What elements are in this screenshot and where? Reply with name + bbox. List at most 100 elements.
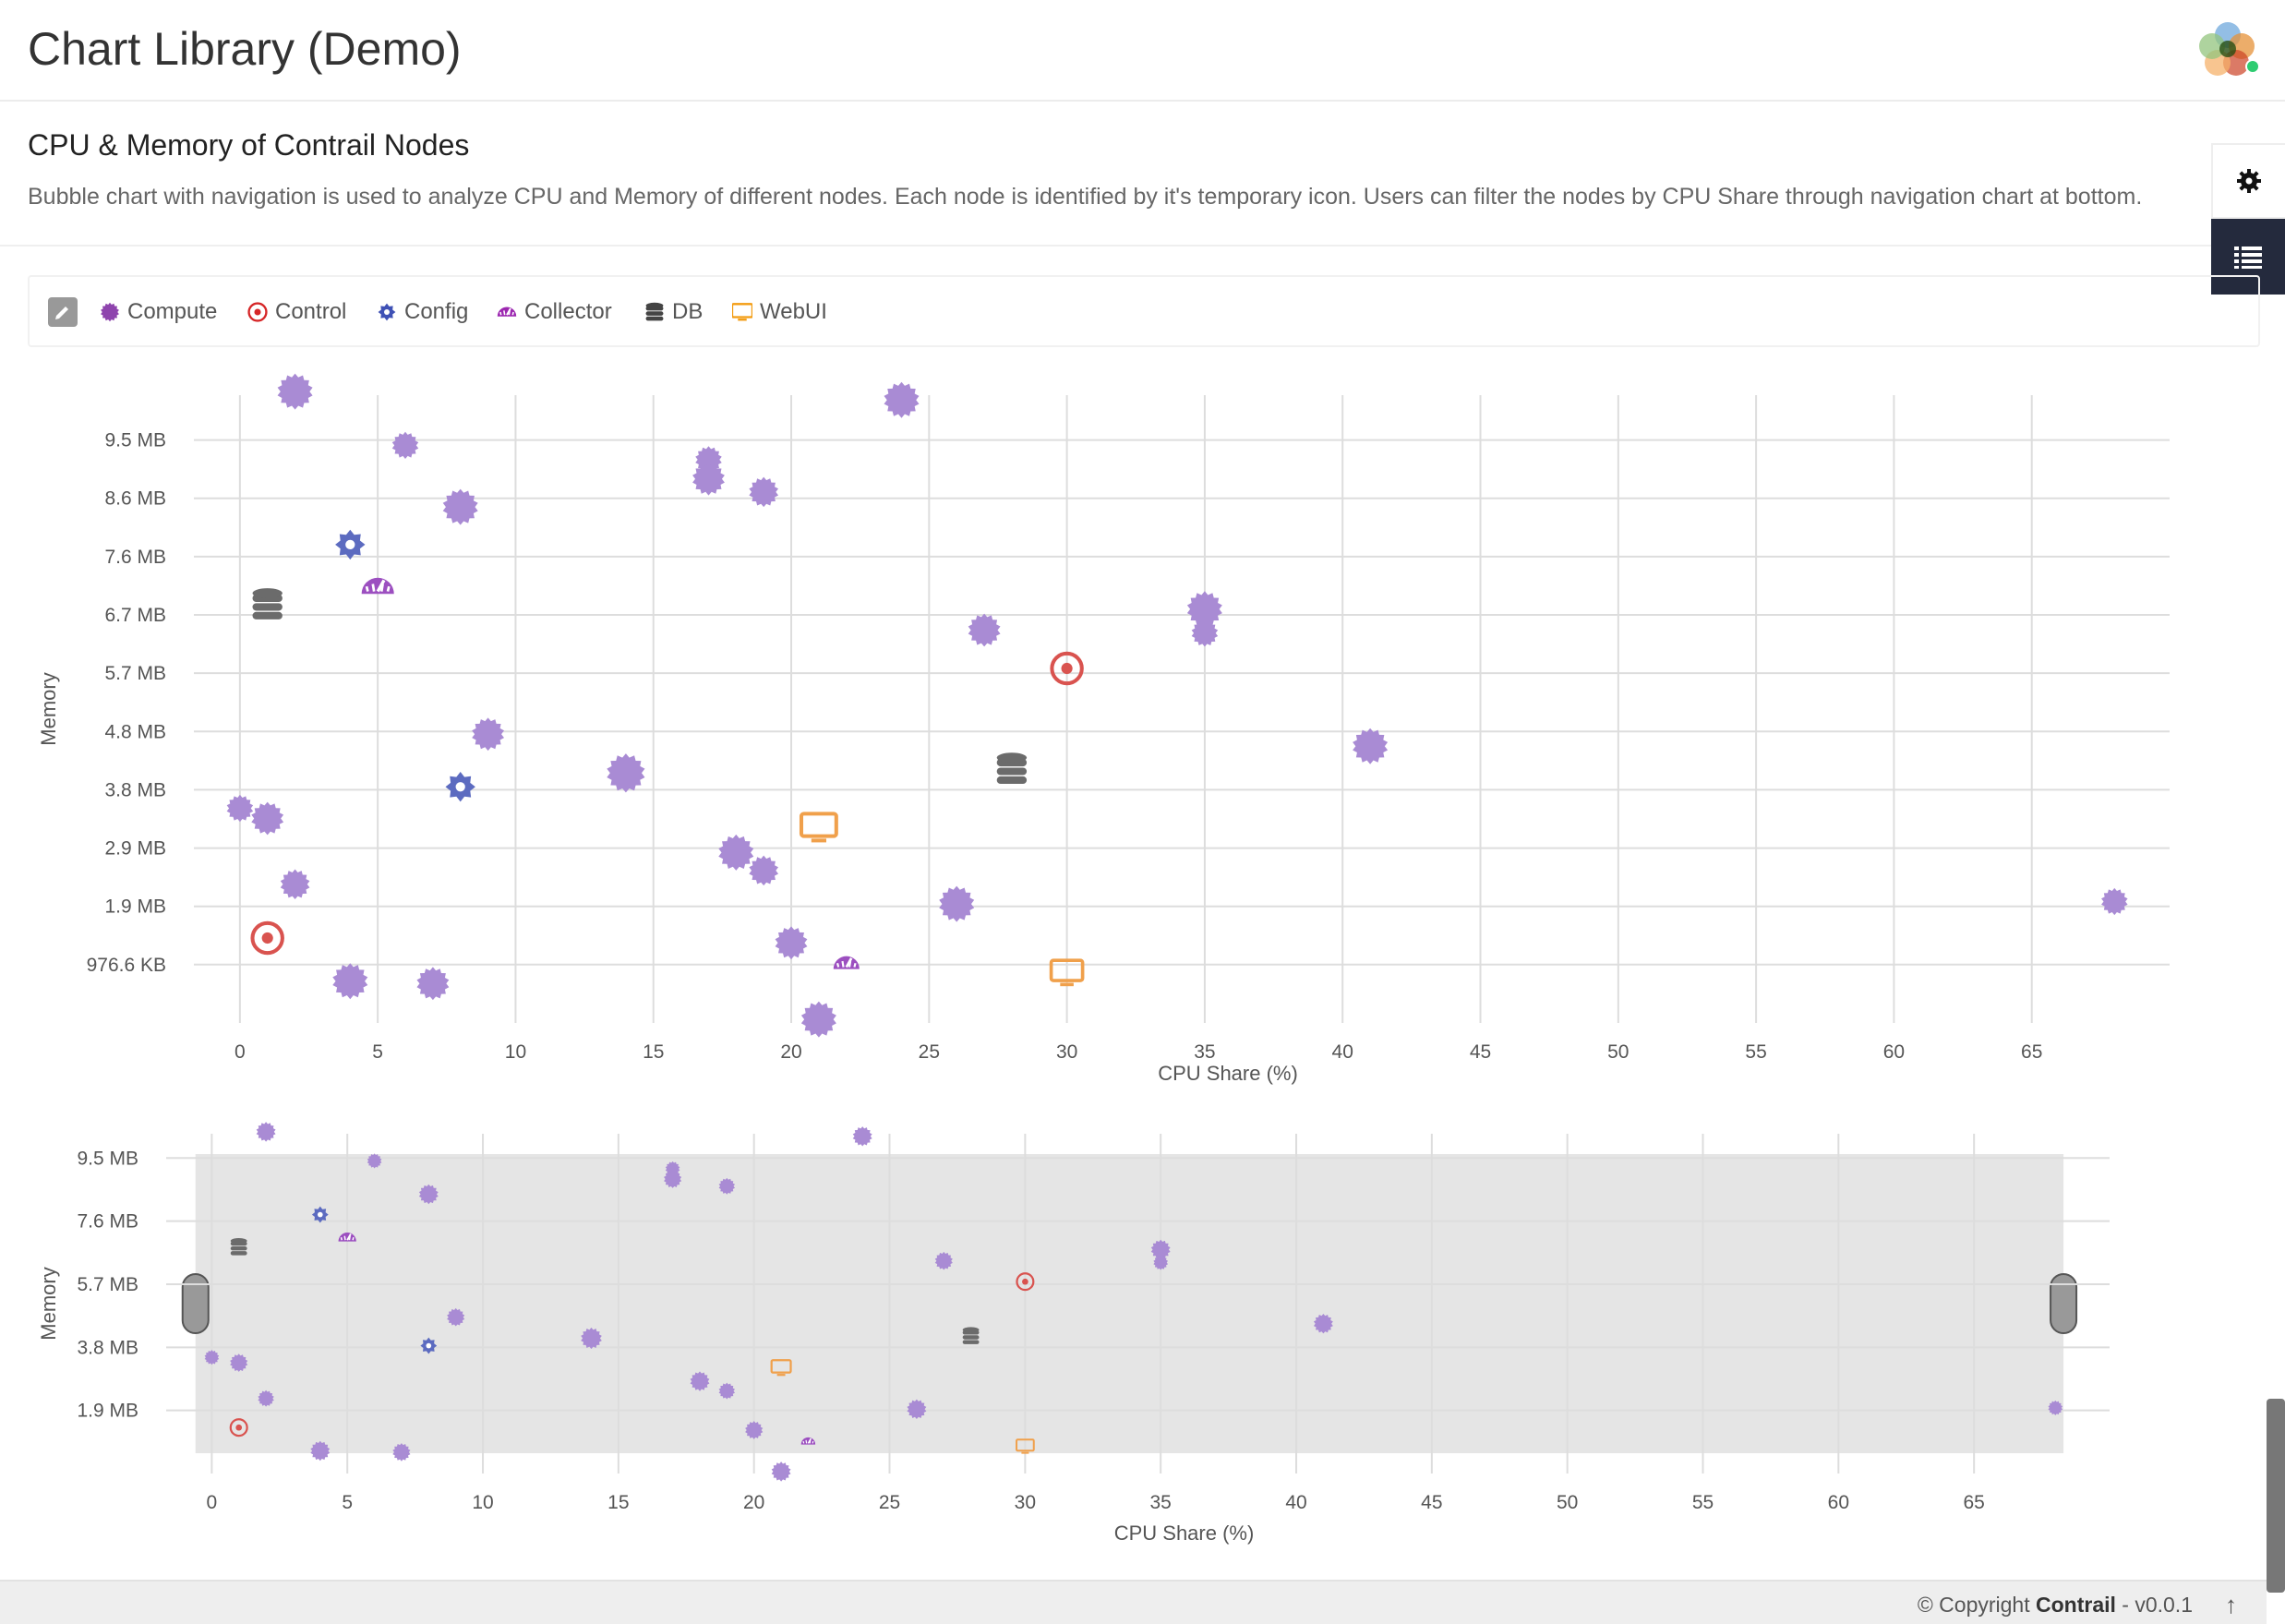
compute-node-point[interactable] — [472, 717, 505, 752]
compute-node-point[interactable] — [226, 794, 254, 823]
compute-node-point[interactable] — [1153, 1255, 1169, 1270]
compute-node-point[interactable] — [258, 1389, 274, 1407]
x-tick-label: 55 — [1692, 1492, 1714, 1513]
compute-node-point[interactable] — [718, 834, 754, 871]
legend-item-control[interactable]: Control — [247, 297, 346, 327]
y-tick-label: 5.7 MB — [77, 1274, 138, 1295]
legend-panel — [28, 275, 2260, 347]
config-node-point[interactable] — [445, 772, 475, 802]
database-icon — [645, 302, 664, 321]
compute-node-point[interactable] — [367, 1153, 382, 1169]
db-node-point[interactable] — [996, 752, 1028, 784]
x-axis-title: CPU Share (%) — [1158, 1062, 1298, 1085]
gear-icon — [2237, 169, 2261, 193]
list-tab[interactable] — [2211, 219, 2285, 295]
control-node-point[interactable] — [1050, 651, 1084, 686]
x-tick-label: 60 — [1828, 1492, 1849, 1513]
config-node-point[interactable] — [335, 529, 366, 560]
x-tick-label: 30 — [1015, 1492, 1036, 1513]
webui-node-point[interactable] — [1049, 958, 1085, 987]
config-node-point[interactable] — [311, 1206, 329, 1223]
compute-node-point[interactable] — [1313, 1313, 1333, 1334]
collector-node-point[interactable] — [338, 1232, 356, 1242]
legend-item-compute[interactable]: Compute — [100, 297, 217, 327]
contrail-logo-icon[interactable] — [2195, 17, 2260, 83]
compute-node-point[interactable] — [277, 373, 313, 410]
legend-item-webui[interactable]: WebUI — [732, 297, 827, 327]
legend-item-config[interactable]: Config — [377, 297, 468, 327]
db-node-point[interactable] — [252, 588, 283, 620]
compute-node-point[interactable] — [690, 1371, 710, 1391]
y-tick-label: 8.6 MB — [104, 488, 166, 510]
compute-node-point[interactable] — [749, 855, 779, 886]
y-tick-label: 5.7 MB — [104, 663, 166, 684]
config-node-point[interactable] — [420, 1337, 438, 1354]
compute-node-point[interactable] — [1150, 1239, 1171, 1260]
x-tick-label: 35 — [1150, 1492, 1172, 1513]
compute-node-point[interactable] — [251, 801, 284, 836]
collector-node-point[interactable] — [833, 956, 860, 969]
y-tick-label: 1.9 MB — [104, 896, 166, 918]
compute-node-point[interactable] — [392, 1443, 411, 1462]
compute-node-point[interactable] — [2101, 887, 2128, 916]
compute-node-point[interactable] — [204, 1350, 220, 1365]
brush-handle-right[interactable] — [2050, 1273, 2078, 1334]
brush-handle-left[interactable] — [181, 1273, 210, 1334]
compute-node-point[interactable] — [310, 1440, 331, 1462]
page-scrollbar[interactable] — [2267, 1399, 2285, 1593]
control-node-point[interactable] — [1016, 1272, 1035, 1292]
legend-item-db[interactable]: DB — [644, 297, 703, 327]
compute-node-point[interactable] — [332, 963, 368, 1000]
compute-node-point[interactable] — [607, 753, 645, 793]
compute-node-point[interactable] — [581, 1327, 602, 1350]
compute-node-point[interactable] — [907, 1399, 927, 1420]
x-tick-label: 60 — [1883, 1041, 1905, 1063]
compute-node-point[interactable] — [664, 1170, 682, 1188]
compute-node-point[interactable] — [771, 1462, 791, 1482]
settings-tab[interactable] — [2211, 143, 2285, 219]
compute-node-point[interactable] — [2048, 1400, 2063, 1415]
compute-node-point[interactable] — [1191, 620, 1219, 647]
control-node-point[interactable] — [250, 920, 284, 956]
compute-node-point[interactable] — [749, 476, 779, 508]
compute-node-point[interactable] — [418, 1184, 439, 1205]
x-tick-label: 0 — [235, 1041, 246, 1063]
collector-node-point[interactable] — [800, 1437, 816, 1445]
webui-node-point[interactable] — [799, 812, 838, 843]
compute-node-point[interactable] — [775, 926, 808, 960]
navigation-brush-band[interactable] — [195, 1154, 2064, 1453]
x-tick-label: 20 — [780, 1041, 801, 1063]
x-tick-label: 25 — [879, 1492, 900, 1513]
compute-node-point[interactable] — [1353, 728, 1389, 764]
compute-node-point[interactable] — [934, 1251, 953, 1270]
compute-node-point[interactable] — [256, 1122, 276, 1142]
arrow-up-icon[interactable]: ↑ — [2225, 1591, 2237, 1618]
compute-node-point[interactable] — [939, 885, 975, 922]
compute-node-point[interactable] — [230, 1353, 248, 1372]
webui-node-point[interactable] — [1016, 1438, 1035, 1454]
legend-edit-button[interactable] — [48, 297, 78, 327]
compute-node-point[interactable] — [442, 488, 478, 525]
control-node-point[interactable] — [229, 1418, 248, 1438]
legend-item-collector[interactable]: Collector — [497, 297, 612, 327]
compute-node-point[interactable] — [280, 869, 310, 900]
app-title: Chart Library (Demo) — [28, 23, 462, 75]
compute-node-point[interactable] — [718, 1382, 736, 1400]
db-node-point[interactable] — [962, 1327, 980, 1344]
compute-node-point[interactable] — [692, 462, 725, 496]
compute-node-point[interactable] — [968, 613, 1001, 647]
compute-node-point[interactable] — [800, 1001, 836, 1038]
compute-node-point[interactable] — [718, 1177, 736, 1195]
db-node-point[interactable] — [230, 1238, 247, 1256]
compute-node-point[interactable] — [884, 381, 920, 418]
compute-node-point[interactable] — [416, 967, 450, 1001]
compute-node-point[interactable] — [852, 1126, 872, 1147]
compute-node-point[interactable] — [745, 1421, 764, 1439]
compute-node-point[interactable] — [391, 431, 419, 460]
footer-version: - v0.0.1 — [2122, 1593, 2193, 1617]
compute-node-point[interactable] — [447, 1307, 465, 1327]
collector-node-point[interactable] — [361, 577, 394, 595]
webui-node-point[interactable] — [770, 1359, 792, 1377]
compute-node-point[interactable] — [1186, 591, 1222, 628]
x-axis-title: CPU Share (%) — [1114, 1522, 1255, 1545]
